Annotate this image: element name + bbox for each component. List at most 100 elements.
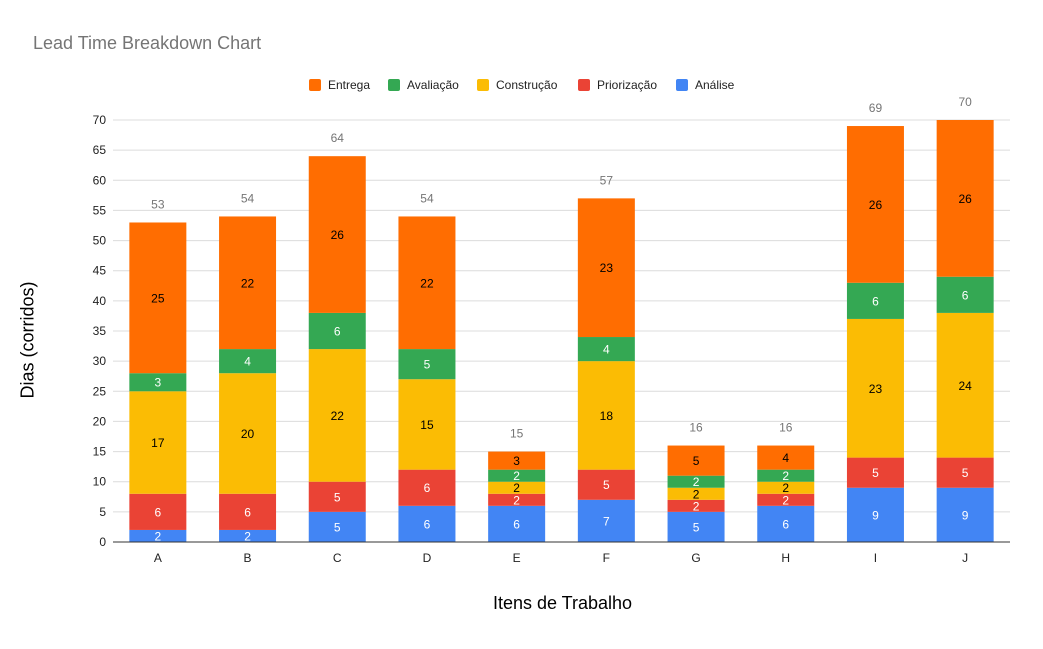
y-tick-label: 20	[93, 414, 107, 428]
data-label: 22	[420, 276, 434, 290]
data-label: 4	[603, 343, 610, 357]
bar-segment	[757, 493, 815, 506]
bar-segment	[936, 487, 994, 542]
bar-segment	[219, 216, 277, 350]
y-tick-label: 70	[93, 113, 107, 127]
legend-label: Análise	[695, 78, 735, 92]
data-label: 26	[869, 198, 883, 212]
data-label: 9	[962, 508, 969, 522]
legend-item: Entrega	[309, 76, 370, 94]
data-label: 5	[872, 466, 879, 480]
bar-segment	[398, 216, 456, 350]
data-label: 2	[513, 481, 520, 495]
x-tick-label: A	[154, 551, 162, 565]
legend-item: Avaliação	[388, 76, 459, 94]
bar-segment	[936, 120, 994, 277]
data-label: 2	[693, 475, 700, 489]
x-tick-label: G	[691, 551, 700, 565]
total-label: 53	[151, 197, 165, 211]
bar-segment	[577, 361, 635, 470]
total-label: 70	[958, 95, 972, 109]
legend-swatch	[388, 79, 400, 91]
bar-segment	[308, 481, 366, 512]
legend-label: Priorização	[597, 78, 658, 92]
bar-segment	[219, 373, 277, 494]
bar-segment	[219, 529, 277, 542]
data-label: 3	[513, 454, 520, 468]
bar-segment	[219, 493, 277, 530]
bar-segment	[667, 511, 725, 542]
data-label: 6	[962, 288, 969, 302]
legend-item: Construção	[477, 76, 557, 94]
total-label: 54	[241, 191, 255, 205]
legend-item: Análise	[676, 76, 734, 94]
bar-segment	[577, 337, 635, 362]
x-tick-label: F	[603, 551, 610, 565]
data-label: 4	[782, 451, 789, 465]
data-label: 7	[603, 514, 610, 528]
bar-segment	[936, 312, 994, 458]
total-label: 69	[869, 101, 883, 115]
total-label: 64	[331, 131, 345, 145]
bar-segment	[846, 282, 904, 319]
data-label: 23	[600, 261, 614, 275]
bar-segment	[846, 487, 904, 542]
bar-segment	[667, 475, 725, 488]
data-label: 2	[155, 529, 162, 543]
data-label: 2	[782, 493, 789, 507]
bar-segment	[488, 493, 546, 506]
x-tick-label: E	[513, 551, 521, 565]
data-label: 5	[334, 520, 341, 534]
bar-segment	[398, 469, 456, 506]
bar-segment	[667, 499, 725, 512]
bar-segment	[398, 379, 456, 470]
bar-segment	[488, 481, 546, 494]
y-tick-label: 45	[93, 264, 107, 278]
bar-segment	[129, 391, 187, 494]
data-label: 9	[872, 508, 879, 522]
data-label: 6	[872, 294, 879, 308]
y-tick-label: 35	[93, 324, 107, 338]
data-label: 5	[603, 478, 610, 492]
x-tick-label: J	[962, 551, 968, 565]
data-label: 2	[693, 487, 700, 501]
legend-label: Avaliação	[407, 78, 459, 92]
data-label: 26	[331, 228, 345, 242]
data-label: 5	[693, 520, 700, 534]
y-tick-label: 50	[93, 234, 107, 248]
data-label: 6	[513, 517, 520, 531]
bar-segment	[667, 445, 725, 476]
data-label: 17	[151, 436, 165, 450]
total-label: 16	[689, 421, 703, 435]
bar-segment	[488, 505, 546, 542]
data-label: 2	[782, 481, 789, 495]
legend-swatch	[309, 79, 321, 91]
bar-segment	[488, 469, 546, 482]
bar-segment	[577, 469, 635, 500]
data-label: 2	[782, 469, 789, 483]
y-tick-label: 0	[99, 535, 106, 549]
bar-segment	[129, 529, 187, 542]
y-axis-label: Dias (corridos)	[17, 281, 38, 399]
data-label: 22	[331, 409, 345, 423]
bar-segment	[308, 349, 366, 482]
data-label: 25	[151, 291, 165, 305]
x-tick-label: C	[333, 551, 342, 565]
data-label: 5	[334, 490, 341, 504]
legend-swatch	[676, 79, 688, 91]
data-label: 24	[958, 379, 972, 393]
bar-segment	[846, 126, 904, 283]
y-tick-label: 15	[93, 445, 107, 459]
data-label: 5	[424, 358, 431, 372]
bar-segment	[219, 349, 277, 374]
x-axis-label: Itens de Trabalho	[492, 593, 633, 613]
y-tick-label: 5	[99, 505, 106, 519]
bar-segment	[308, 312, 366, 350]
bar-segment	[667, 487, 725, 500]
bar-segment	[846, 318, 904, 458]
data-label: 6	[244, 505, 251, 519]
y-tick-label: 40	[93, 294, 107, 308]
y-tick-label: 55	[93, 203, 107, 217]
bar-segment	[757, 481, 815, 494]
